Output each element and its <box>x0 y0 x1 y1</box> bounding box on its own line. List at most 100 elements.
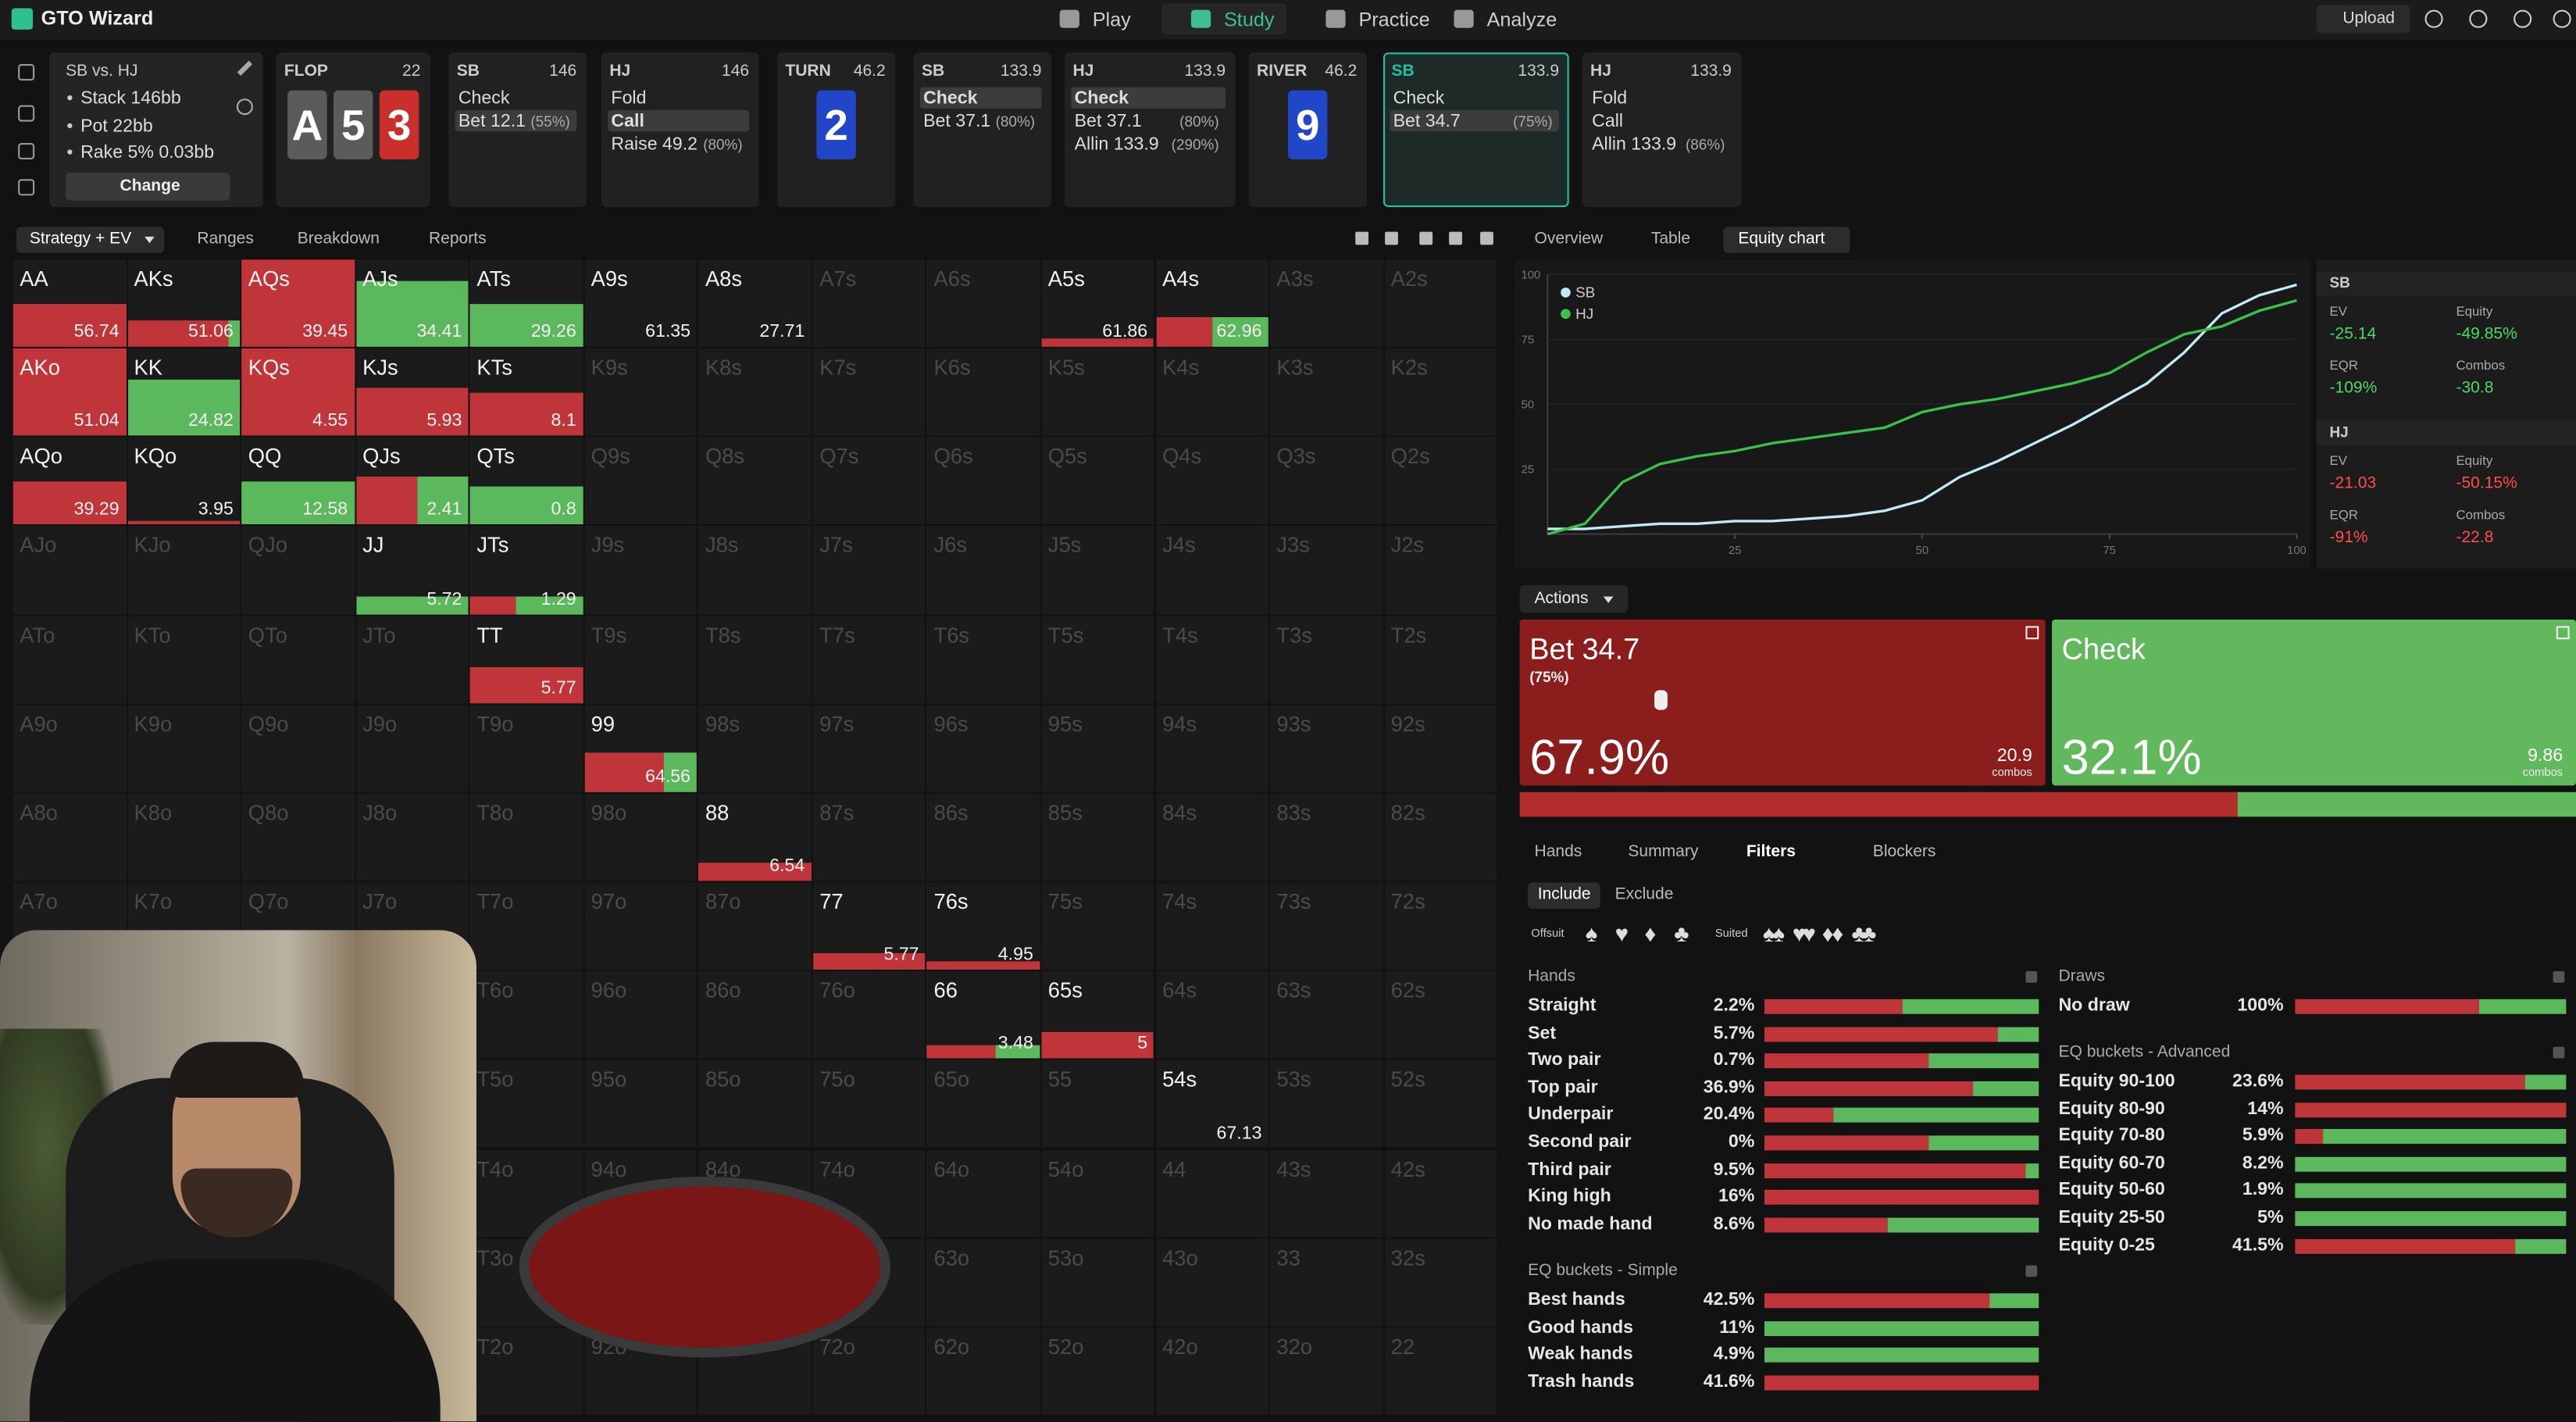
side-icon[interactable] <box>18 64 35 81</box>
hand-cell[interactable] <box>1041 882 1154 970</box>
filter-label[interactable]: Two pair <box>1528 1050 1601 1070</box>
filter-label[interactable]: No draw <box>2058 995 2130 1016</box>
filter-label[interactable]: No made hand <box>1528 1213 1653 1234</box>
option-text[interactable]: Call <box>1592 111 1623 131</box>
hand-cell[interactable] <box>1155 1149 1268 1238</box>
filter-label[interactable]: Third pair <box>1528 1159 1611 1180</box>
nav-item[interactable]: Practice <box>1358 8 1430 31</box>
action-box[interactable] <box>2052 619 2576 786</box>
hand-cell[interactable] <box>1384 348 1497 436</box>
hand-cell[interactable] <box>698 1060 812 1149</box>
filter-label[interactable]: Equity 60-70 <box>2058 1153 2165 1174</box>
hand-cell[interactable] <box>1041 438 1154 525</box>
option-text[interactable]: Allin 133.9 <box>1074 134 1159 154</box>
hand-cell[interactable] <box>812 1060 926 1149</box>
option-text[interactable]: Allin 133.9 <box>1592 134 1677 154</box>
hand-cell[interactable] <box>1041 1238 1154 1326</box>
hand-cell[interactable] <box>1041 348 1154 436</box>
hand-cell[interactable] <box>1384 971 1497 1059</box>
hand-cell[interactable] <box>812 1327 926 1415</box>
hand-cell[interactable] <box>927 526 1040 614</box>
hand-cell[interactable] <box>927 793 1040 881</box>
suited-filter[interactable]: ♠ <box>1762 920 1775 947</box>
hand-cell[interactable] <box>1269 259 1383 348</box>
suit-filter[interactable]: ♥ <box>1614 920 1629 947</box>
filter-label[interactable]: Good hands <box>1528 1317 1634 1338</box>
nav-item[interactable]: Analyze <box>1486 8 1557 31</box>
hand-cell[interactable] <box>1269 882 1383 970</box>
filter-mode[interactable]: Include <box>1537 885 1591 904</box>
nav-item[interactable]: Play <box>1092 8 1131 31</box>
filter-label[interactable]: Weak hands <box>1528 1344 1633 1365</box>
hand-cell[interactable] <box>812 793 926 881</box>
hand-cell[interactable] <box>241 793 355 881</box>
hand-cell[interactable] <box>812 971 926 1059</box>
hand-cell[interactable] <box>698 526 812 614</box>
hand-cell[interactable] <box>1384 615 1497 703</box>
hand-cell[interactable] <box>812 438 926 525</box>
hand-cell[interactable] <box>1155 882 1268 970</box>
hand-cell[interactable] <box>927 704 1040 792</box>
hand-cell[interactable] <box>812 348 926 436</box>
side-icon[interactable] <box>18 179 35 196</box>
hand-cell[interactable] <box>1384 882 1497 970</box>
hand-cell[interactable] <box>927 348 1040 436</box>
hand-cell[interactable] <box>241 704 355 792</box>
side-icon[interactable] <box>18 142 35 160</box>
hand-cell[interactable] <box>584 526 698 614</box>
filter-tab[interactable]: Hands <box>1534 843 1582 862</box>
view-icon[interactable] <box>1355 231 1369 245</box>
hand-cell[interactable] <box>812 615 926 703</box>
view-icon[interactable] <box>1385 231 1398 245</box>
hand-cell[interactable] <box>1384 704 1497 792</box>
option-text[interactable]: Call <box>611 111 644 131</box>
suited-filter[interactable]: ♦ <box>1832 920 1844 947</box>
grid-tab[interactable]: Strategy + EV <box>29 230 132 248</box>
option-text[interactable]: Bet 37.1 <box>923 111 991 131</box>
view-icon[interactable] <box>1480 231 1493 245</box>
hand-cell[interactable] <box>1041 1060 1154 1149</box>
hand-cell[interactable] <box>1155 1327 1268 1415</box>
group-toggle[interactable] <box>2025 1265 2038 1277</box>
hand-cell[interactable] <box>1384 1327 1497 1415</box>
hand-cell[interactable] <box>698 438 812 525</box>
hand-cell[interactable] <box>584 259 698 348</box>
hand-cell[interactable] <box>1155 1060 1268 1149</box>
toolbar-icon[interactable] <box>2553 9 2571 28</box>
hand-cell[interactable] <box>812 704 926 792</box>
hand-cell[interactable] <box>12 526 127 614</box>
hand-cell[interactable] <box>241 526 355 614</box>
hand-cell[interactable] <box>927 1238 1040 1326</box>
hand-cell[interactable] <box>127 704 241 792</box>
hand-cell[interactable] <box>1269 1060 1383 1149</box>
hand-cell[interactable] <box>927 882 1040 970</box>
hand-cell[interactable] <box>469 882 583 970</box>
hand-cell[interactable] <box>812 526 926 614</box>
hand-cell[interactable] <box>1155 348 1268 436</box>
hand-cell[interactable] <box>698 615 812 703</box>
line-node[interactable] <box>913 52 1052 208</box>
hand-cell[interactable] <box>1041 704 1154 792</box>
option-text[interactable]: Check <box>923 88 978 109</box>
view-icon[interactable] <box>1449 231 1462 245</box>
hand-cell[interactable] <box>1269 971 1383 1059</box>
upload-button[interactable] <box>2316 5 2410 34</box>
suit-filter[interactable]: ♦ <box>1644 920 1657 947</box>
hand-cell[interactable] <box>1269 793 1383 881</box>
filter-label[interactable]: Equity 90-100 <box>2058 1071 2175 1092</box>
hand-cell[interactable] <box>1269 348 1383 436</box>
right-tab[interactable]: Table <box>1650 230 1691 248</box>
hand-cell[interactable] <box>1155 971 1268 1059</box>
filter-label[interactable]: Top pair <box>1528 1077 1598 1098</box>
action-box[interactable] <box>1519 619 2046 786</box>
hand-cell[interactable] <box>584 438 698 525</box>
hand-cell[interactable] <box>241 615 355 703</box>
view-icon[interactable] <box>1419 231 1433 245</box>
hand-cell[interactable] <box>12 704 127 792</box>
toolbar-icon[interactable] <box>2424 9 2443 28</box>
hand-cell[interactable] <box>1384 526 1497 614</box>
hand-cell[interactable] <box>1155 793 1268 881</box>
right-tab[interactable]: Overview <box>1534 230 1604 248</box>
hand-cell[interactable] <box>927 1060 1040 1149</box>
group-toggle[interactable] <box>2553 971 2565 983</box>
